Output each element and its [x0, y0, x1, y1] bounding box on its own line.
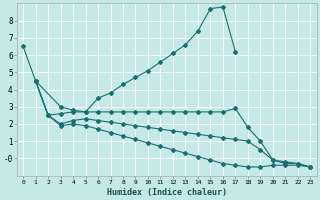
X-axis label: Humidex (Indice chaleur): Humidex (Indice chaleur) [107, 188, 227, 197]
